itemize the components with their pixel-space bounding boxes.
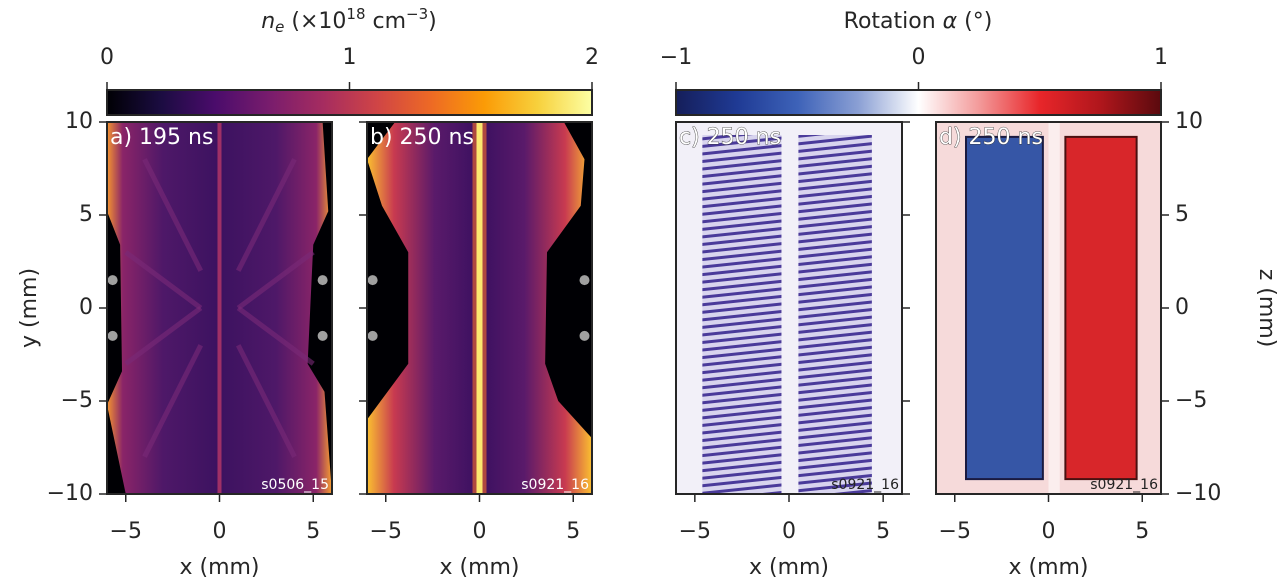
probe-marker (317, 330, 328, 341)
probe-marker (107, 330, 118, 341)
label-part: α (943, 9, 958, 34)
tick-label: −5 (61, 388, 93, 413)
tick-label: −5 (110, 519, 142, 544)
tick-label: 5 (79, 202, 93, 227)
tick-label: 0 (213, 519, 227, 544)
probe-marker (367, 330, 378, 341)
label-part: ) (428, 9, 437, 34)
label-part: cm (366, 9, 407, 34)
tick-label: 0 (473, 519, 487, 544)
tick-label: 10 (65, 109, 93, 134)
shot-id: s0921_16 (521, 477, 589, 493)
x-axis-label: x (mm) (1008, 555, 1088, 580)
rotation-region (965, 135, 1044, 481)
panel-label: c) 250 ns (679, 125, 781, 150)
tick-label: 0 (1042, 519, 1056, 544)
panel-label: b) 250 ns (370, 125, 474, 150)
probe-marker (579, 275, 590, 286)
density-feature (236, 158, 297, 272)
density-feature (236, 344, 297, 458)
colorbar (107, 90, 592, 115)
tick-label: 2 (585, 45, 599, 70)
tick-label: 0 (79, 295, 93, 320)
density-feature (124, 250, 203, 311)
probe-marker (317, 275, 328, 286)
label-part: 18 (346, 5, 365, 23)
tick-label: 5 (306, 519, 320, 544)
x-axis-label: x (mm) (749, 555, 829, 580)
panel-label: a) 195 ns (110, 125, 213, 150)
tick-label: −5 (939, 519, 971, 544)
rotation-region (1048, 122, 1060, 494)
tick-label: −5 (1175, 388, 1207, 413)
colorbar (676, 90, 1161, 115)
x-axis-label: x (mm) (439, 555, 519, 580)
density-feature (236, 250, 315, 311)
image (367, 122, 592, 494)
tick-label: 10 (1175, 109, 1203, 134)
panel-label: d) 250 ns (939, 125, 1043, 150)
fringes (798, 135, 872, 494)
density-feature (236, 305, 315, 366)
colorbar-label: Rotation α (°) (844, 9, 993, 34)
y-axis-label: y (mm) (17, 268, 42, 348)
density-feature (217, 122, 222, 494)
tick-label: 1 (343, 45, 357, 70)
fringes (702, 135, 782, 494)
tick-label: 0 (782, 519, 796, 544)
tick-label: 5 (876, 519, 890, 544)
label-part: Rotation (844, 9, 943, 34)
tick-label: −10 (1175, 481, 1221, 506)
image (936, 122, 1161, 494)
tick-label: −1 (660, 45, 692, 70)
tick-label: 5 (1135, 519, 1149, 544)
shot-id: s0921_16 (1090, 477, 1158, 493)
probe-marker (367, 275, 378, 286)
tick-label: 5 (1175, 202, 1189, 227)
x-axis-label: x (mm) (179, 555, 259, 580)
density-feature (476, 122, 483, 494)
density-feature (124, 305, 203, 366)
y-axis-label: z (mm) (1254, 269, 1279, 348)
label-part: −3 (406, 5, 428, 23)
label-part: (×10 (284, 9, 346, 34)
density-feature (142, 344, 203, 458)
rotation-region (1064, 135, 1138, 481)
label-part: (°) (957, 9, 992, 34)
tick-label: 0 (912, 45, 926, 70)
tick-label: −5 (370, 519, 402, 544)
tick-label: 0 (1175, 295, 1189, 320)
probe-marker (107, 275, 118, 286)
tick-label: 5 (566, 519, 580, 544)
shot-id: s0921_16 (831, 477, 899, 493)
probe-marker (579, 330, 590, 341)
colorbar-label: ne (×1018 cm−3) (261, 5, 437, 36)
tick-label: −10 (47, 481, 93, 506)
label-part: e (275, 18, 284, 36)
density-feature (142, 158, 203, 272)
image (107, 122, 332, 494)
tick-label: 1 (1154, 45, 1168, 70)
shot-id: s0506_15 (261, 477, 329, 493)
tick-label: −5 (679, 519, 711, 544)
image (676, 122, 902, 494)
label-part: n (261, 9, 275, 34)
tick-label: 0 (100, 45, 114, 70)
